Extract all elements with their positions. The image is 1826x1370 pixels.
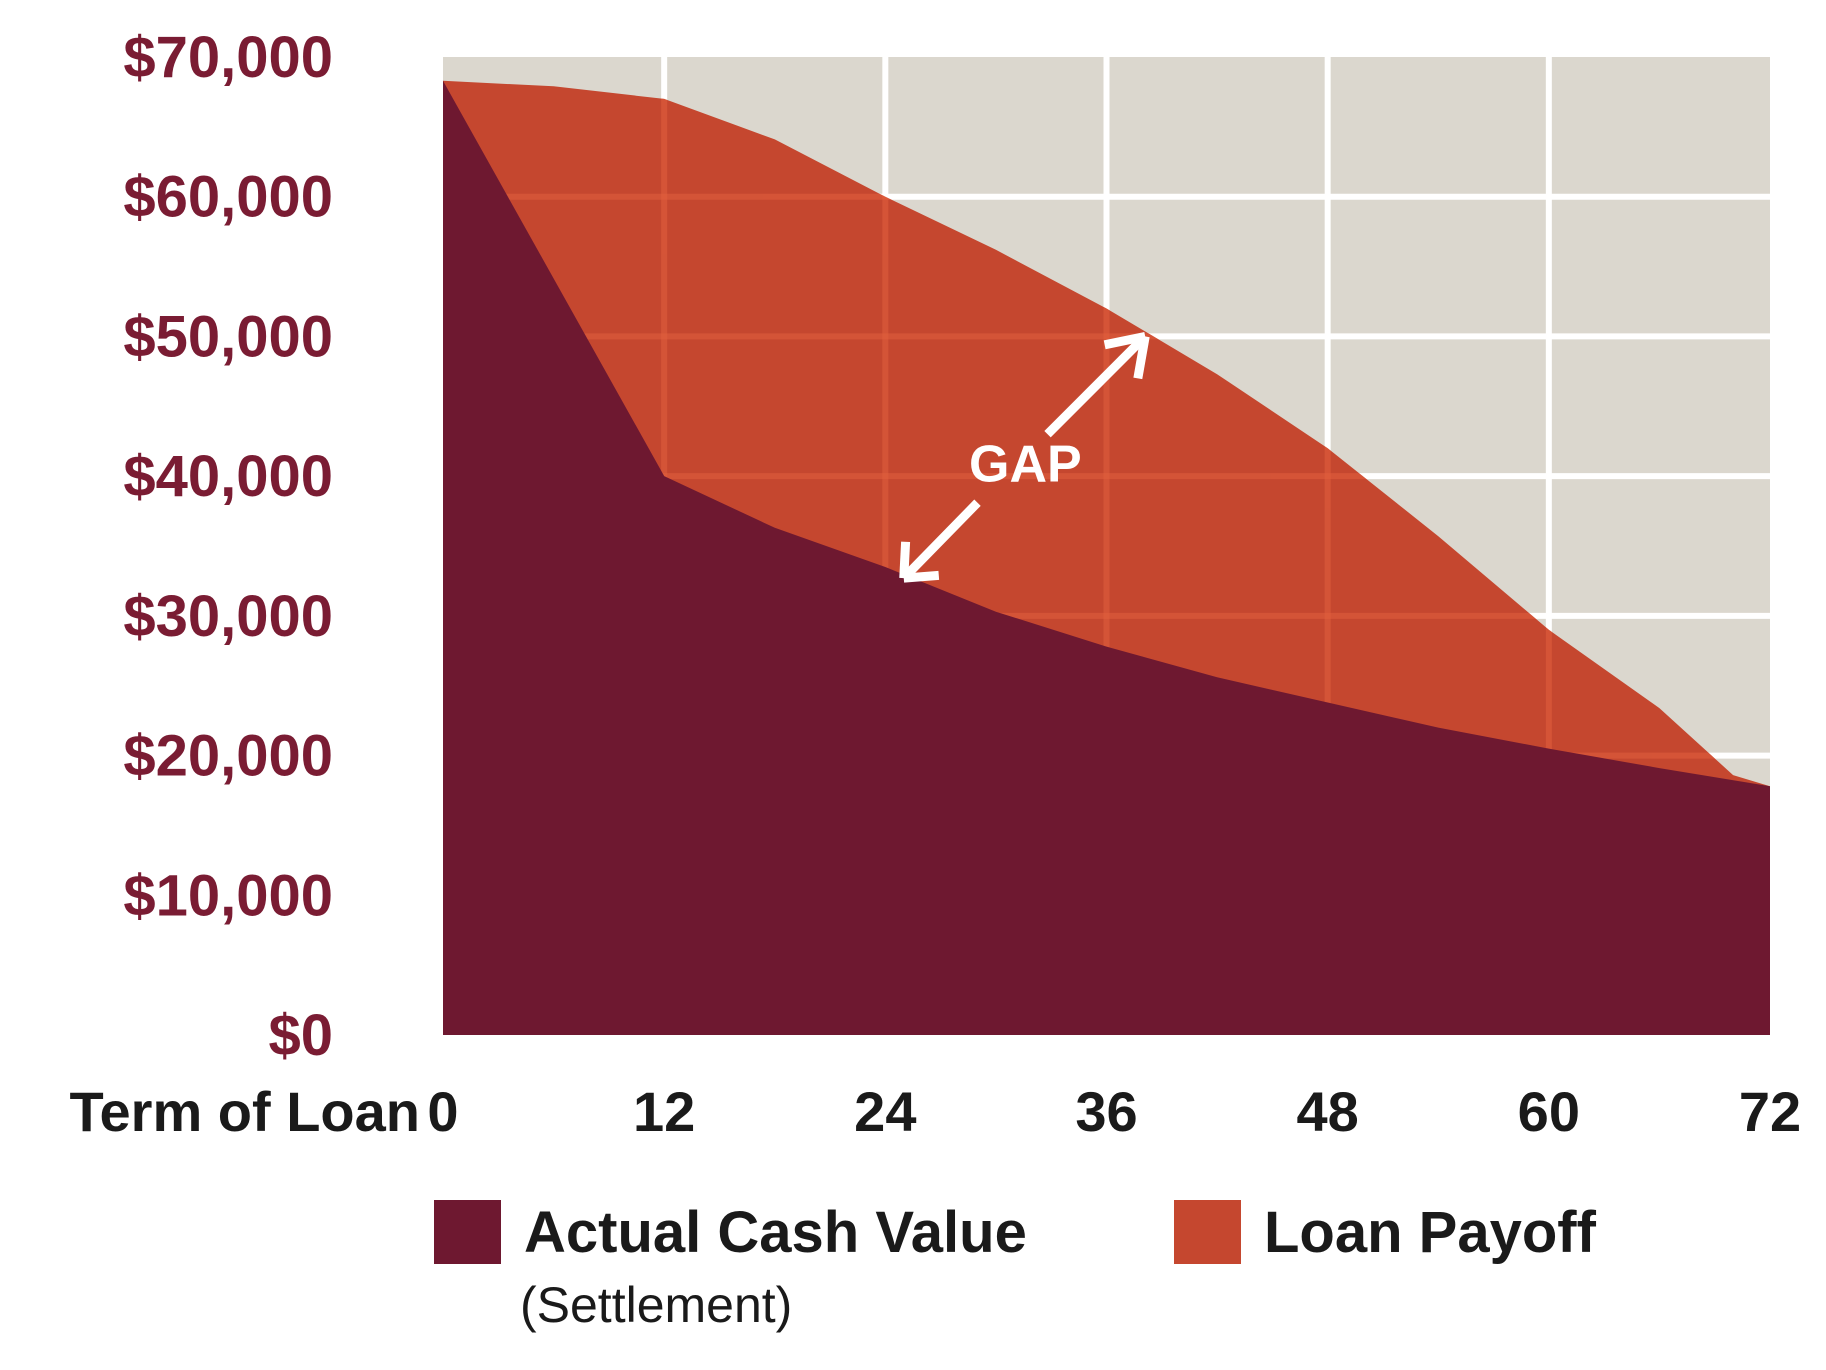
legend-label-loan-payoff: Loan Payoff [1264, 1200, 1597, 1265]
x-tick-label-3: 36 [1075, 1080, 1137, 1143]
x-tick-label-1: 12 [633, 1080, 695, 1143]
gap-arrow-0-head-1 [1133, 335, 1150, 380]
x-tick-label-0: 0 [427, 1080, 458, 1143]
x-tick-label-6: 72 [1739, 1080, 1801, 1143]
y-tick-label-7: $0 [268, 1003, 333, 1068]
y-tick-label-3: $40,000 [123, 444, 333, 509]
gap-arrow-1-head-1 [903, 570, 940, 583]
y-tick-label-6: $10,000 [123, 863, 333, 928]
y-tick-label-1: $60,000 [123, 165, 333, 230]
gap-annotation: GAP [899, 332, 1150, 583]
series-actual-cash-value-area [443, 80, 1770, 1036]
legend-swatch-actual-cash-value [434, 1200, 501, 1264]
y-axis-tick-labels: $70,000 $60,000 $50,000 $40,000 $30,000 $20,0… [123, 25, 333, 1068]
actual-cash-value-area [443, 80, 1770, 1036]
x-tick-label-4: 48 [1297, 1080, 1359, 1143]
legend: Actual Cash Value (Settlement) Loan Payo… [434, 1200, 1597, 1333]
x-tick-label-5: 60 [1518, 1080, 1580, 1143]
gap-arrow-1-head-0 [899, 541, 911, 579]
x-axis-tick-labels: 0 12 24 36 48 60 72 [427, 1080, 1801, 1143]
legend-label-actual-cash-value: Actual Cash Value [524, 1200, 1027, 1265]
x-tick-label-2: 24 [854, 1080, 916, 1143]
legend-sublabel-settlement: (Settlement) [520, 1277, 792, 1333]
y-tick-label-0: $70,000 [123, 25, 333, 90]
y-tick-label-2: $50,000 [123, 304, 333, 369]
gap-arrow-0-shaft [1044, 333, 1149, 438]
x-axis-title: Term of Loan [69, 1080, 420, 1143]
legend-swatch-loan-payoff [1174, 1200, 1241, 1264]
y-tick-label-4: $30,000 [123, 584, 333, 649]
y-tick-label-5: $20,000 [123, 724, 333, 789]
gap-arrow-1-shaft [900, 499, 981, 582]
gap-arrow-0-head-0 [1103, 332, 1147, 350]
gap-label: GAP [969, 436, 1082, 494]
